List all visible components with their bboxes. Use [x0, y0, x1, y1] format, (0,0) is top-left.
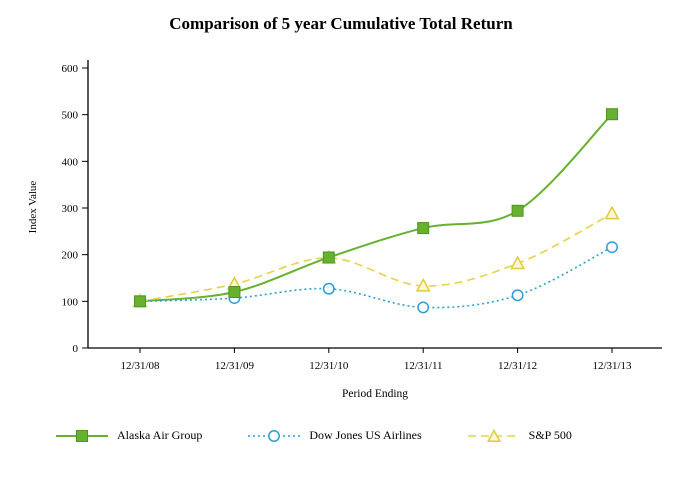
series-line [139, 212, 613, 303]
legend-item-sp500: S&P 500 [467, 428, 572, 443]
y-tick-label: 400 [62, 156, 79, 168]
legend-label: Alaska Air Group [117, 428, 203, 442]
square-marker-icon [417, 222, 430, 235]
series-line [139, 113, 613, 303]
y-tick-label: 100 [62, 296, 79, 308]
legend-item-dow-jones-us-airlines: Dow Jones US Airlines [248, 428, 422, 443]
legend-circle-marker-icon [248, 429, 301, 442]
series-line [139, 246, 613, 309]
x-axis-label: Period Ending [341, 388, 409, 400]
circle-marker-icon [606, 241, 618, 254]
circle-marker-icon [511, 289, 524, 302]
plot-area: 0 100 200 300 400 500 600 12/31/08 12/31/09 12/31… [62, 60, 662, 372]
x-tick-label: 12/31/13 [592, 360, 632, 372]
legend-item-alaska-air-group: Alaska Air Group [56, 428, 202, 443]
circle-marker-icon [322, 282, 335, 295]
x-tick-label: 12/31/12 [498, 360, 537, 372]
y-tick-label: 300 [62, 203, 79, 215]
y-tick-label: 600 [62, 63, 79, 75]
square-marker-icon [228, 286, 241, 298]
y-tick-label: 0 [73, 343, 79, 355]
chart-title: Comparison of 5 year Cumulative Total Re… [169, 14, 513, 33]
triangle-marker-icon [415, 277, 431, 292]
y-tick-label: 200 [62, 250, 79, 262]
x-tick-label: 12/31/11 [404, 360, 443, 372]
circle-marker-icon [417, 301, 430, 314]
legend: Alaska Air Group Dow Jones US Airlines S… [0, 428, 682, 443]
triangle-marker-icon [510, 255, 526, 270]
y-tick-label: 500 [62, 110, 79, 122]
square-marker-icon [134, 295, 146, 308]
x-tick-label: 12/31/10 [309, 360, 349, 372]
legend-triangle-marker-icon [467, 428, 520, 442]
legend-square-marker-icon [56, 429, 108, 442]
legend-label: Dow Jones US Airlines [309, 428, 422, 442]
square-marker-icon [606, 108, 618, 121]
y-axis-label: Index Value [27, 180, 39, 234]
x-tick-label: 12/31/08 [120, 360, 160, 372]
square-marker-icon [511, 204, 524, 217]
x-tick-label: 12/31/09 [215, 360, 255, 372]
legend-label: S&P 500 [528, 428, 572, 442]
square-marker-icon [322, 251, 335, 264]
triangle-marker-icon [604, 205, 620, 220]
